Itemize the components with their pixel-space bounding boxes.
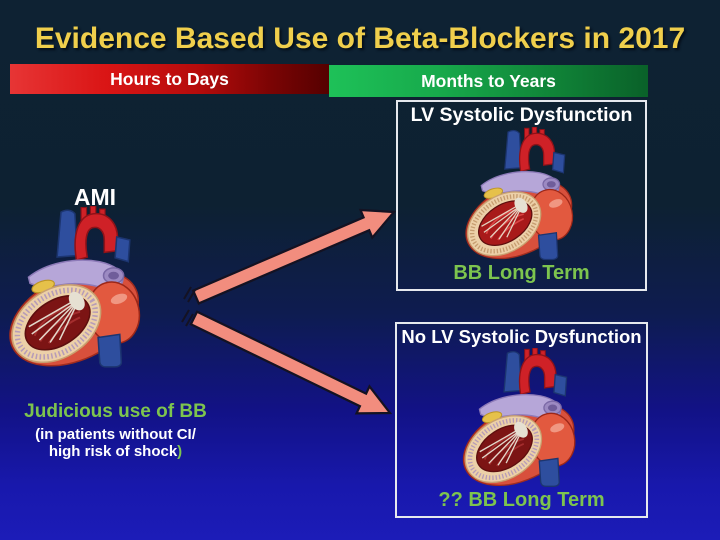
no-lv-dysfunction-box-caption: ?? BB Long Term xyxy=(438,489,605,511)
judicious-caption-sub-line2-paren: ) xyxy=(177,443,183,461)
lv-dysfunction-box: LV Systolic Dysfunction BB Long Term xyxy=(396,100,647,291)
no-lv-dysfunction-heart-illustration xyxy=(442,348,602,489)
judicious-caption-main: Judicious use of BB xyxy=(24,401,207,422)
judicious-caption: Judicious use of BB (in patients without… xyxy=(8,401,223,461)
judicious-caption-sub-line2: high risk of shock) xyxy=(8,443,223,460)
timeline-bar-months-to-years: Months to Years xyxy=(329,65,648,97)
timeline-bar-hours-to-days: Hours to Days xyxy=(10,64,329,94)
ami-heart-illustration xyxy=(0,206,156,370)
slide-title: Evidence Based Use of Beta-Blockers in 2… xyxy=(34,22,686,55)
judicious-caption-sub-line2-text: high risk of shock xyxy=(48,443,178,461)
timeline-label-hours-to-days: Hours to Days xyxy=(110,69,229,89)
no-lv-dysfunction-box: No LV Systolic Dysfunction ?? BB Long Te… xyxy=(395,322,648,518)
lv-dysfunction-heart-illustration xyxy=(442,127,602,262)
arrow-to-no-lv-dysfunction-icon xyxy=(181,309,393,415)
timeline-label-months-to-years: Months to Years xyxy=(421,71,556,91)
ami-label: AMI xyxy=(73,184,117,210)
lv-dysfunction-box-caption: BB Long Term xyxy=(453,262,590,284)
arrow-to-lv-dysfunction-icon xyxy=(183,208,397,305)
judicious-caption-sub-line1: (in patients without CI/ xyxy=(35,426,196,444)
no-lv-dysfunction-box-title: No LV Systolic Dysfunction xyxy=(401,326,642,347)
lv-dysfunction-box-title: LV Systolic Dysfunction xyxy=(410,104,633,126)
